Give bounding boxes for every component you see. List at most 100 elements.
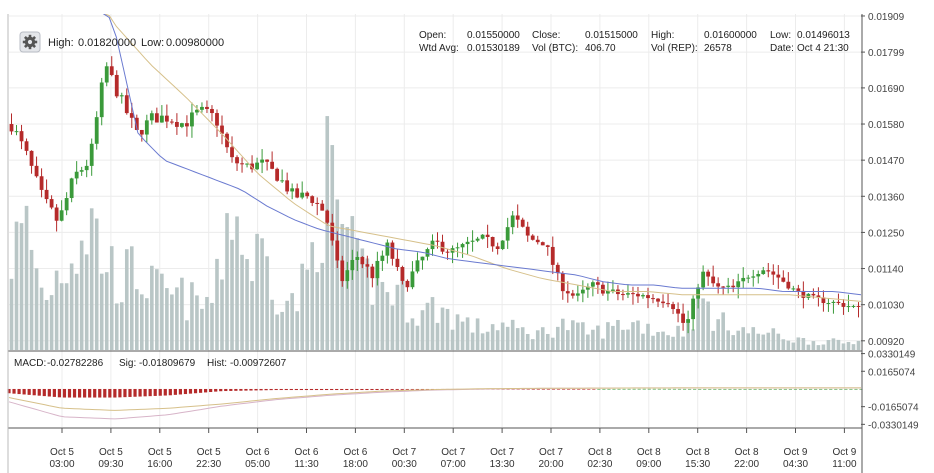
volume-bar bbox=[14, 221, 19, 350]
candle-down bbox=[24, 141, 29, 151]
volume-bar bbox=[786, 340, 791, 350]
candle-down bbox=[39, 176, 44, 190]
candle-down bbox=[325, 210, 330, 223]
candle-down bbox=[164, 115, 169, 122]
histogram-bar bbox=[294, 388, 298, 391]
price-tick-label: 0.01360 bbox=[868, 192, 905, 203]
hist-value: -0.00972607 bbox=[230, 358, 287, 369]
histogram-bar bbox=[289, 388, 293, 391]
volume-bar bbox=[450, 329, 455, 350]
histogram-bar bbox=[103, 388, 107, 398]
time-tick-time: 16:00 bbox=[147, 459, 172, 470]
candle-down bbox=[776, 274, 781, 278]
volume-bar bbox=[370, 304, 375, 350]
volume-bar bbox=[74, 273, 79, 350]
price-tick-label: 0.01580 bbox=[868, 120, 905, 131]
volume-bar bbox=[305, 269, 310, 350]
volume-bar bbox=[761, 334, 766, 350]
candle-down bbox=[440, 241, 445, 252]
candle-down bbox=[215, 113, 219, 126]
candle-down bbox=[370, 266, 375, 279]
candle-up bbox=[641, 295, 645, 297]
low-value: 0.01496013 bbox=[797, 30, 850, 41]
histogram-bar bbox=[602, 388, 606, 390]
hist-label: Hist: bbox=[207, 358, 227, 369]
candle-down bbox=[250, 163, 254, 170]
candle-up bbox=[300, 192, 305, 198]
histogram-bar bbox=[27, 388, 31, 395]
candle-down bbox=[535, 239, 540, 243]
volume-bar bbox=[385, 292, 390, 350]
candle-down bbox=[595, 282, 600, 285]
candle-up bbox=[580, 289, 585, 294]
volume-bar bbox=[470, 332, 475, 350]
histogram-bar bbox=[198, 388, 203, 393]
sig-label: Sig: bbox=[119, 358, 136, 369]
volume-bar bbox=[581, 322, 585, 350]
histogram-bar bbox=[108, 388, 112, 398]
histogram-bar bbox=[148, 388, 152, 397]
volume-bar bbox=[54, 270, 59, 350]
candle-down bbox=[485, 234, 490, 237]
ema-fast-line bbox=[102, 14, 861, 296]
time-tick-date: Oct 8 bbox=[686, 447, 710, 458]
histogram-bar bbox=[612, 388, 616, 390]
volume-bar bbox=[611, 325, 615, 350]
volume-bar bbox=[566, 330, 570, 350]
volume-bar bbox=[285, 300, 289, 350]
macd-axis: 0.0330149 0.0165074 -0.0165074 -0.0330149 bbox=[861, 350, 919, 431]
candle-down bbox=[781, 277, 786, 282]
histogram-bar bbox=[582, 388, 586, 390]
candle-down bbox=[220, 125, 224, 134]
volume-bar bbox=[505, 326, 510, 350]
volume-bar bbox=[124, 249, 129, 350]
volume-bar bbox=[550, 337, 555, 350]
volume-bar bbox=[606, 322, 610, 350]
histogram-bar bbox=[561, 388, 566, 390]
histogram-bar bbox=[385, 388, 389, 390]
volume-bar bbox=[94, 218, 99, 350]
histogram-bar bbox=[713, 388, 717, 390]
settings-button[interactable] bbox=[19, 31, 41, 53]
low-label: Low: bbox=[770, 30, 791, 41]
volume-bar bbox=[746, 333, 751, 350]
histogram-bar bbox=[22, 388, 26, 395]
histogram-bar bbox=[264, 388, 268, 391]
candle-down bbox=[600, 284, 605, 294]
time-tick-time: 05:00 bbox=[245, 459, 270, 470]
candle-up bbox=[510, 215, 515, 228]
candle-up bbox=[751, 276, 756, 278]
histogram-bar bbox=[234, 388, 238, 391]
candle-up bbox=[420, 256, 425, 261]
volume-bar bbox=[220, 279, 224, 350]
histogram-bar bbox=[118, 388, 122, 398]
histogram-bar bbox=[682, 388, 687, 390]
volume-bar bbox=[160, 273, 164, 350]
volume-bar bbox=[195, 295, 199, 350]
volume-bar bbox=[320, 262, 325, 350]
candle-down bbox=[235, 157, 239, 164]
candle-down bbox=[400, 267, 405, 281]
histogram-bar bbox=[768, 388, 772, 390]
volume-bar bbox=[270, 299, 274, 350]
time-tick-date: Oct 7 bbox=[441, 447, 465, 458]
histogram-bar bbox=[269, 388, 273, 391]
candle-down bbox=[836, 301, 841, 304]
histogram-bar bbox=[788, 388, 793, 390]
histogram-bar bbox=[229, 388, 233, 391]
volume-bar bbox=[691, 329, 695, 350]
volume-bar bbox=[490, 324, 495, 350]
volume-bar bbox=[636, 320, 640, 350]
volume-bar bbox=[330, 145, 335, 350]
volume-bar bbox=[230, 239, 234, 350]
volume-bar bbox=[180, 277, 184, 350]
candle-down bbox=[435, 240, 440, 242]
histogram-bar bbox=[824, 388, 828, 390]
candle-up bbox=[686, 319, 690, 323]
histogram-bar bbox=[93, 388, 97, 398]
vol-rep-value: 26578 bbox=[704, 43, 732, 54]
candle-down bbox=[9, 124, 14, 132]
candle-down bbox=[240, 163, 244, 165]
volume-bar bbox=[205, 296, 209, 350]
